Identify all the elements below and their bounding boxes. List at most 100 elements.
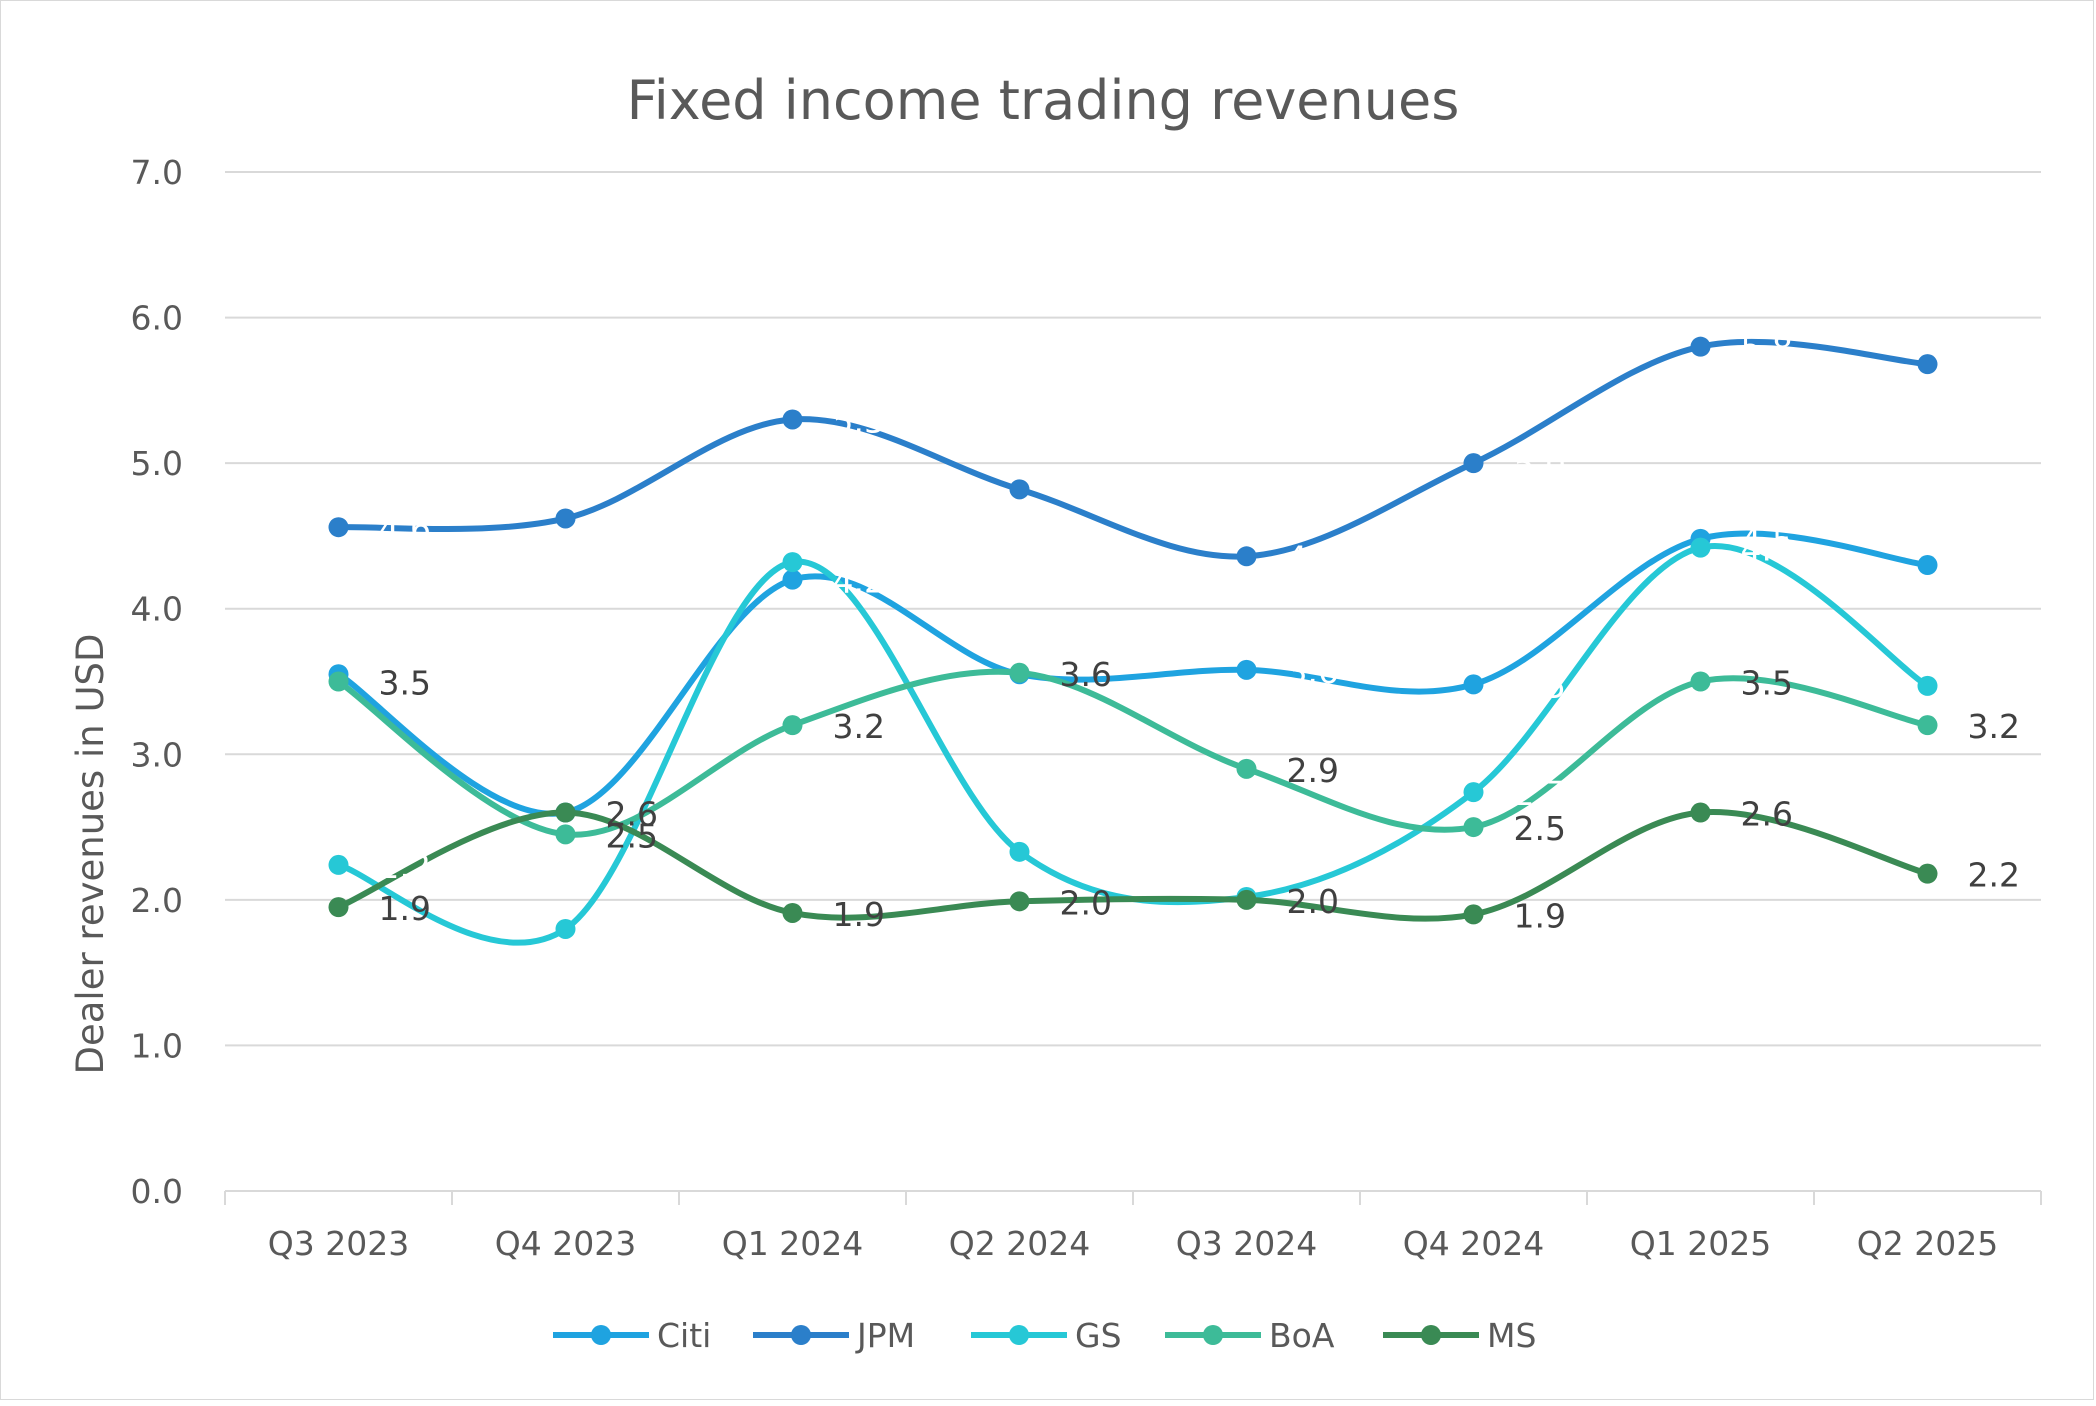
y-tick-label: 2.0	[131, 881, 183, 920]
data-label-jpm: 4.6	[379, 509, 431, 548]
x-tick-label: Q1 2024	[722, 1224, 863, 1263]
x-tick-label: Q3 2024	[1176, 1224, 1317, 1263]
data-point-ms	[555, 802, 576, 823]
data-label-jpm: 5.0	[1514, 445, 1566, 484]
data-label-gs: 4.4	[1741, 530, 1793, 569]
data-label-boa: 2.9	[1287, 751, 1339, 790]
data-label-ms: 2.6	[1741, 795, 1793, 834]
x-tick-label: Q1 2025	[1630, 1224, 1771, 1263]
data-point-boa	[1690, 671, 1711, 692]
data-point-gs	[1463, 782, 1484, 803]
legend-marker-icon	[1009, 1325, 1029, 1345]
data-point-jpm	[1690, 336, 1711, 357]
legend-item-gs[interactable]: GS	[971, 1316, 1122, 1355]
data-point-gs	[782, 552, 803, 573]
series-line-gs	[335, 542, 1931, 946]
data-label-boa: 3.2	[1968, 707, 2020, 746]
data-label-citi: 3.6	[1287, 652, 1339, 691]
data-label-boa: 2.5	[1514, 809, 1566, 848]
data-point-ms	[1690, 802, 1711, 823]
data-point-gs	[1917, 675, 1938, 696]
series-gs	[328, 537, 1938, 946]
data-label-boa: 2.5	[606, 816, 658, 855]
legend-label: Citi	[657, 1316, 711, 1355]
legend-marker-icon	[1421, 1325, 1441, 1345]
data-point-gs	[1690, 537, 1711, 558]
data-label-boa: 3.2	[833, 707, 885, 746]
data-point-jpm	[555, 508, 576, 529]
data-point-ms	[1917, 863, 1938, 884]
legend-item-ms[interactable]: MS	[1383, 1316, 1536, 1355]
data-point-boa	[555, 824, 576, 845]
data-point-ms	[328, 897, 349, 918]
data-point-gs	[1009, 841, 1030, 862]
legend-label: BoA	[1269, 1316, 1335, 1355]
y-tick-label: 7.0	[131, 153, 183, 192]
series-line-ms	[335, 808, 1931, 922]
series-line-jpm	[335, 338, 1931, 560]
data-label-ms: 1.9	[1514, 896, 1566, 935]
legend-marker-icon	[791, 1325, 811, 1345]
y-tick-label: 1.0	[131, 1026, 183, 1065]
data-point-citi	[1236, 659, 1257, 680]
x-tick-label: Q3 2023	[268, 1224, 409, 1263]
data-point-boa	[782, 715, 803, 736]
data-label-citi: 4.2	[833, 562, 885, 601]
y-tick-label: 5.0	[131, 444, 183, 483]
legend-marker-icon	[591, 1325, 611, 1345]
x-tick-label: Q4 2023	[495, 1224, 636, 1263]
legend-marker-icon	[1203, 1325, 1223, 1345]
data-point-jpm	[1236, 546, 1257, 567]
data-point-jpm	[782, 409, 803, 430]
data-point-gs	[555, 918, 576, 939]
data-label-ms: 2.2	[1968, 856, 2020, 895]
legend-item-jpm[interactable]: JPM	[753, 1316, 915, 1355]
data-point-boa	[1009, 662, 1030, 683]
series-jpm	[328, 336, 1938, 567]
data-point-ms	[1463, 904, 1484, 925]
legend-label: JPM	[855, 1316, 915, 1355]
data-label-boa: 3.5	[379, 664, 431, 703]
data-point-ms	[782, 902, 803, 923]
x-tick-label: Q2 2024	[949, 1224, 1090, 1263]
data-point-boa	[328, 671, 349, 692]
legend-label: GS	[1075, 1316, 1122, 1355]
data-label-jpm: 4.4	[1287, 538, 1339, 577]
y-tick-label: 6.0	[131, 299, 183, 338]
data-label-jpm: 5.3	[833, 401, 885, 440]
y-axis-title: Dealer revenues in USD	[69, 633, 112, 1074]
data-point-citi	[782, 569, 803, 590]
series-boa	[328, 662, 1938, 845]
data-point-boa	[1917, 715, 1938, 736]
data-point-ms	[1236, 889, 1257, 910]
series-line-citi	[335, 530, 1931, 817]
data-point-ms	[1009, 891, 1030, 912]
chart-title: Fixed income trading revenues	[627, 69, 1460, 132]
data-point-citi	[1917, 555, 1938, 576]
y-tick-label: 0.0	[131, 1172, 183, 1211]
data-label-ms: 1.9	[833, 895, 885, 934]
data-label-boa: 3.6	[1060, 655, 1112, 694]
data-label-jpm: 4.8	[1060, 471, 1112, 510]
data-point-jpm	[1009, 479, 1030, 500]
data-label-citi: 4.5	[1741, 521, 1793, 560]
legend-label: MS	[1487, 1316, 1536, 1355]
data-label-boa: 3.5	[1741, 664, 1793, 703]
grid-layer	[225, 171, 2041, 1047]
legend-item-citi[interactable]: Citi	[553, 1316, 711, 1355]
data-point-citi	[1463, 674, 1484, 695]
data-label-gs: 2.7	[1514, 774, 1566, 813]
y-tick-label: 3.0	[131, 735, 183, 774]
data-point-jpm	[1463, 453, 1484, 474]
data-point-boa	[1463, 817, 1484, 838]
data-label-citi: 3.5	[1514, 666, 1566, 705]
data-point-boa	[1236, 758, 1257, 779]
x-tick-label: Q2 2025	[1857, 1224, 1998, 1263]
series-ms	[328, 802, 1938, 925]
legend-item-boa[interactable]: BoA	[1165, 1316, 1335, 1355]
axis-layer: 0.0 1.0 2.0 3.0 4.0 5.0 6.0 7.0 Q3 2023 Q4 2023 Q1…	[131, 153, 2042, 1263]
data-label-ms: 2.0	[1060, 883, 1112, 922]
data-label-jpm: 5.8	[1741, 329, 1793, 368]
